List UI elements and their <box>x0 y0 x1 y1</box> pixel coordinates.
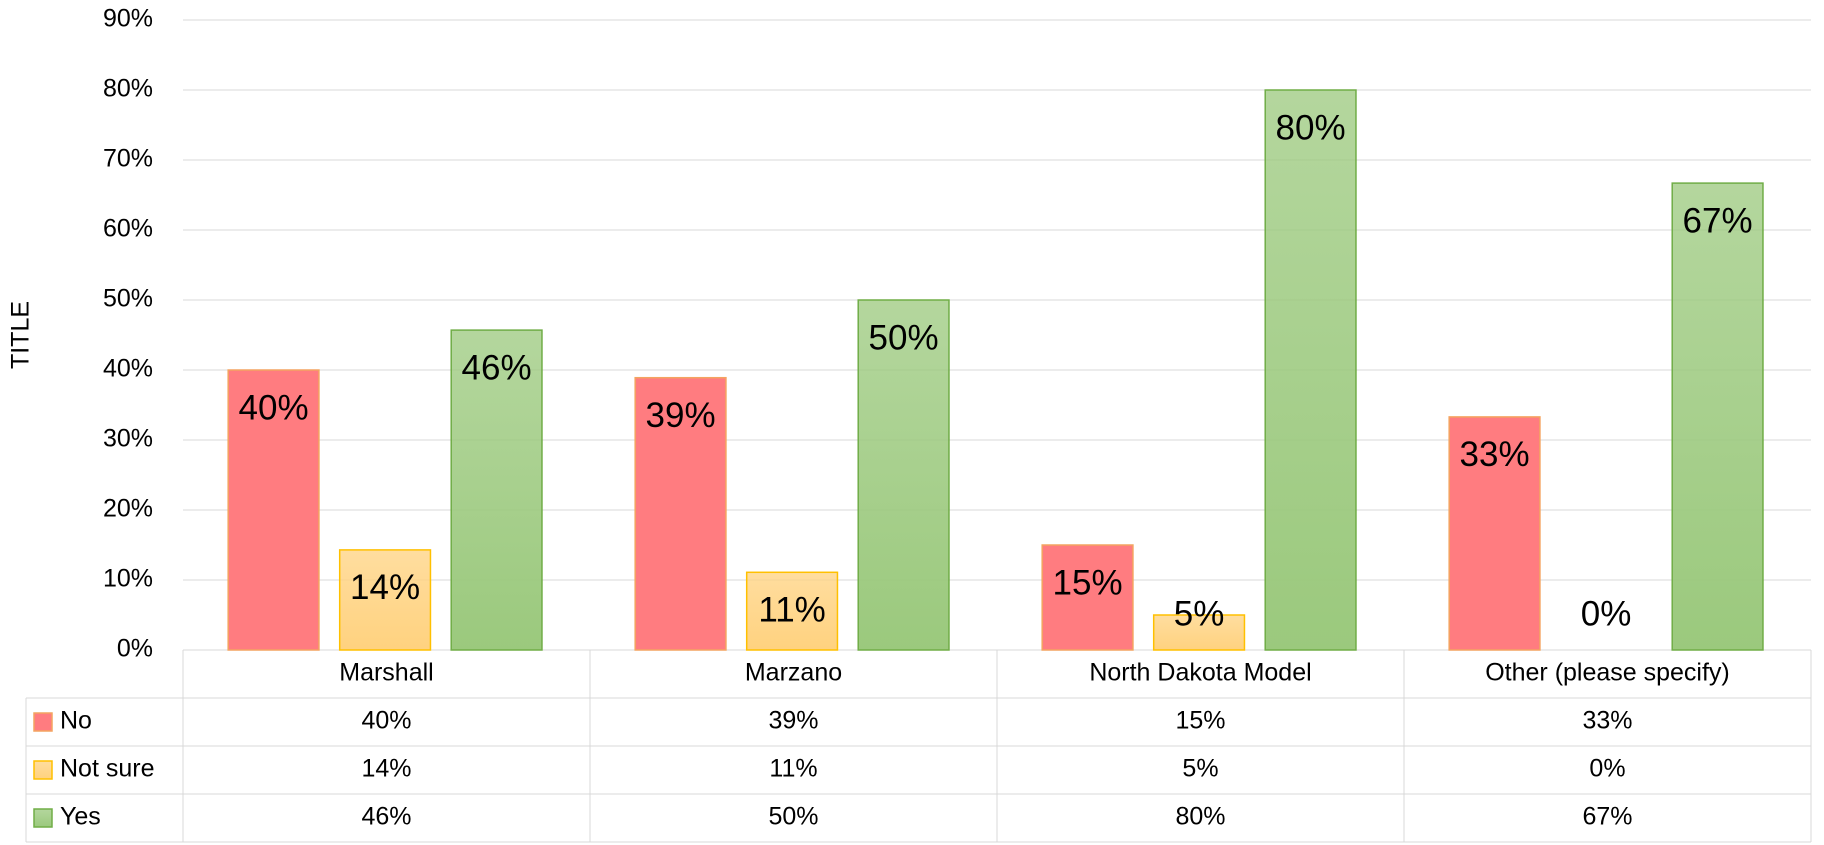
y-tick-label: 20% <box>103 495 153 523</box>
bar <box>745 571 839 651</box>
y-tick-label: 0% <box>117 635 153 663</box>
legend-label: No <box>60 707 92 735</box>
y-tick-label: 50% <box>103 285 153 313</box>
table-cell: 40% <box>361 707 411 735</box>
data-label: 33% <box>1460 435 1530 474</box>
legend-label: Not sure <box>60 755 154 783</box>
table-cell: 67% <box>1582 803 1632 831</box>
data-label: 50% <box>869 318 939 357</box>
data-label: 39% <box>646 396 716 435</box>
table-cell: 50% <box>768 803 818 831</box>
y-tick-label: 60% <box>103 215 153 243</box>
data-label: 40% <box>239 388 309 427</box>
y-tick-label: 90% <box>103 5 153 33</box>
bar <box>1152 614 1246 651</box>
table-cell: 39% <box>768 707 818 735</box>
table-cell: 0% <box>1589 755 1625 783</box>
table-cell: 11% <box>769 755 817 783</box>
legend-swatch <box>33 712 53 732</box>
x-tick-label: Marshall <box>339 659 433 687</box>
bar <box>338 549 432 651</box>
legend-swatch <box>33 808 53 828</box>
data-label: 0% <box>1581 594 1632 633</box>
x-tick-label: Other (please specify) <box>1485 659 1730 687</box>
x-tick-label: North Dakota Model <box>1089 659 1311 687</box>
bar <box>450 329 543 651</box>
bar <box>634 376 727 651</box>
bar <box>1671 182 1764 651</box>
table-cell: 14% <box>361 755 411 783</box>
y-tick-label: 10% <box>103 565 153 593</box>
data-label: 14% <box>350 568 420 607</box>
y-tick-label: 40% <box>103 355 153 383</box>
legend-swatch <box>33 760 53 780</box>
bar <box>857 299 950 651</box>
table-cell: 15% <box>1175 707 1225 735</box>
bar <box>227 369 320 651</box>
bar <box>1448 416 1541 651</box>
legend-label: Yes <box>60 803 101 831</box>
bar <box>1041 544 1134 651</box>
bar <box>1264 89 1357 651</box>
table-cell: 46% <box>361 803 411 831</box>
data-label: 5% <box>1174 594 1225 633</box>
data-label: 11% <box>758 591 825 630</box>
table-cell: 33% <box>1582 707 1632 735</box>
table-cell: 5% <box>1182 755 1218 783</box>
x-tick-label: Marzano <box>745 659 842 687</box>
data-label: 67% <box>1683 201 1753 240</box>
y-axis-title: TITLE <box>7 301 35 369</box>
y-tick-label: 70% <box>103 145 153 173</box>
data-label: 15% <box>1053 563 1123 602</box>
y-tick-label: 80% <box>103 75 153 103</box>
data-label: 46% <box>462 348 532 387</box>
data-label: 80% <box>1276 108 1346 147</box>
y-tick-label: 30% <box>103 425 153 453</box>
table-cell: 80% <box>1175 803 1225 831</box>
